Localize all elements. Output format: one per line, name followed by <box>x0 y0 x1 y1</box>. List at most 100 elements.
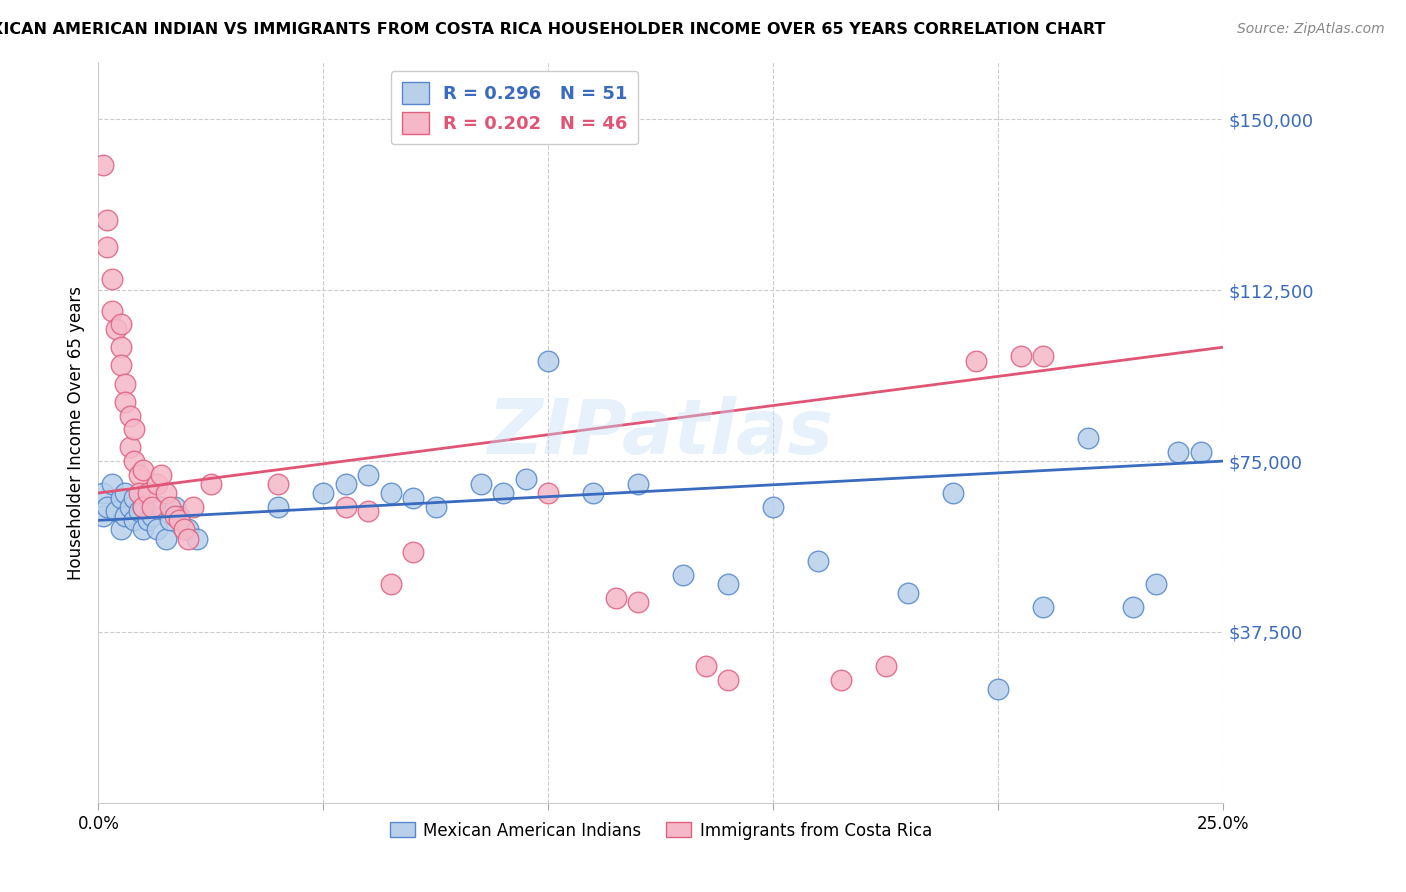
Point <box>163 500 186 514</box>
Point <box>169 508 191 523</box>
Point <box>101 303 124 318</box>
Point <box>357 467 380 482</box>
Point <box>110 359 132 373</box>
Point <box>186 532 208 546</box>
Point <box>105 504 128 518</box>
Point <box>114 486 136 500</box>
Point <box>110 340 132 354</box>
Point <box>105 322 128 336</box>
Point <box>91 158 114 172</box>
Point <box>163 508 186 523</box>
Point <box>357 504 380 518</box>
Point <box>402 491 425 505</box>
Point <box>470 476 492 491</box>
Point <box>155 532 177 546</box>
Point <box>110 491 132 505</box>
Point <box>169 513 191 527</box>
Point <box>1032 349 1054 363</box>
Point <box>830 673 852 687</box>
Point <box>173 523 195 537</box>
Point <box>335 476 357 491</box>
Point <box>695 659 717 673</box>
Point <box>91 486 114 500</box>
Point <box>312 486 335 500</box>
Point <box>96 240 118 254</box>
Point <box>136 513 159 527</box>
Point <box>942 486 965 500</box>
Point <box>110 318 132 332</box>
Point <box>110 523 132 537</box>
Point <box>1167 445 1189 459</box>
Point <box>159 500 181 514</box>
Point <box>1010 349 1032 363</box>
Point <box>335 500 357 514</box>
Point <box>537 354 560 368</box>
Point <box>605 591 627 605</box>
Point <box>717 673 740 687</box>
Text: MEXICAN AMERICAN INDIAN VS IMMIGRANTS FROM COSTA RICA HOUSEHOLDER INCOME OVER 65: MEXICAN AMERICAN INDIAN VS IMMIGRANTS FR… <box>0 22 1105 37</box>
Point <box>1144 577 1167 591</box>
Point <box>124 454 146 468</box>
Point <box>1032 599 1054 614</box>
Point <box>672 568 695 582</box>
Point <box>136 486 159 500</box>
Point <box>96 500 118 514</box>
Point <box>762 500 785 514</box>
Point <box>267 500 290 514</box>
Point <box>114 395 136 409</box>
Point <box>150 467 173 482</box>
Point <box>987 681 1010 696</box>
Point <box>177 523 200 537</box>
Point <box>267 476 290 491</box>
Point <box>380 486 402 500</box>
Legend: Mexican American Indians, Immigrants from Costa Rica: Mexican American Indians, Immigrants fro… <box>382 815 939 847</box>
Text: ZIPatlas: ZIPatlas <box>488 396 834 469</box>
Point <box>717 577 740 591</box>
Point <box>875 659 897 673</box>
Point <box>177 532 200 546</box>
Point <box>146 523 169 537</box>
Point <box>1189 445 1212 459</box>
Point <box>118 441 141 455</box>
Point <box>402 545 425 559</box>
Point <box>124 513 146 527</box>
Point <box>537 486 560 500</box>
Point <box>96 212 118 227</box>
Point <box>897 586 920 600</box>
Point <box>425 500 447 514</box>
Point <box>146 476 169 491</box>
Text: Source: ZipAtlas.com: Source: ZipAtlas.com <box>1237 22 1385 37</box>
Point <box>159 513 181 527</box>
Point <box>1077 431 1099 445</box>
Point <box>118 500 141 514</box>
Point <box>118 409 141 423</box>
Point <box>200 476 222 491</box>
Point <box>132 500 155 514</box>
Point <box>132 463 155 477</box>
Point <box>128 467 150 482</box>
Point <box>114 508 136 523</box>
Point <box>965 354 987 368</box>
Point <box>101 476 124 491</box>
Point <box>132 500 155 514</box>
Point <box>124 422 146 436</box>
Point <box>1122 599 1144 614</box>
Point <box>807 554 830 568</box>
Point <box>181 500 204 514</box>
Point <box>114 376 136 391</box>
Point <box>155 486 177 500</box>
Point <box>128 486 150 500</box>
Point <box>141 500 163 514</box>
Point <box>150 500 173 514</box>
Point <box>627 595 650 609</box>
Point <box>91 508 114 523</box>
Point <box>101 272 124 286</box>
Point <box>582 486 605 500</box>
Point <box>128 504 150 518</box>
Point <box>627 476 650 491</box>
Point <box>132 523 155 537</box>
Point <box>141 508 163 523</box>
Point <box>380 577 402 591</box>
Point <box>515 472 537 486</box>
Point <box>492 486 515 500</box>
